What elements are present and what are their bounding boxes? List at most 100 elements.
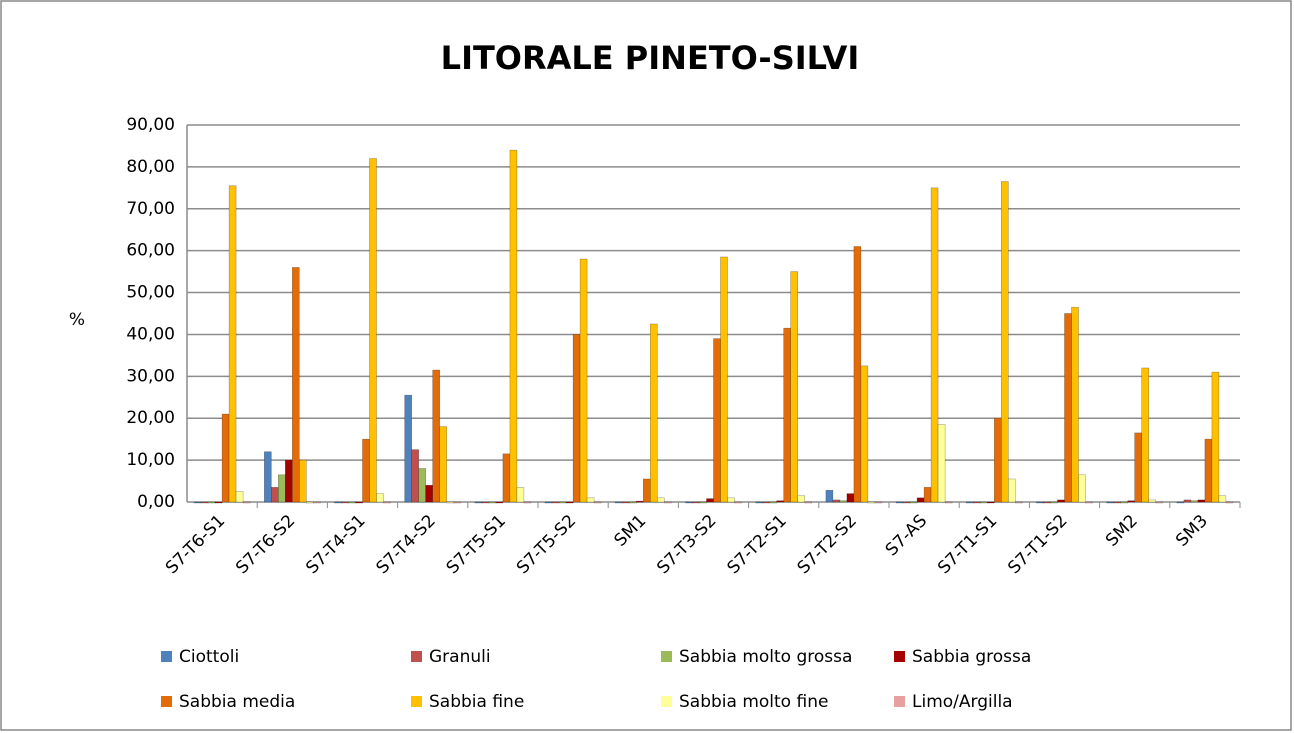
bar [193,501,202,504]
bar [404,394,413,503]
bar [720,256,728,503]
bar [1064,313,1072,503]
bar [544,501,553,504]
bar [986,501,995,504]
bar [965,501,974,504]
bar [699,501,707,504]
y-tick-label: 20,00 [126,408,175,428]
bar [558,501,567,504]
bar [930,187,939,503]
legend-label: Limo/Argilla [912,692,1013,712]
bar [642,478,651,503]
bar [383,501,391,504]
bar [839,500,848,503]
bar [263,451,272,503]
bar [418,468,427,503]
bar [369,158,377,503]
bar [348,501,356,504]
bar [909,501,918,504]
bar [1204,438,1213,503]
bar [200,501,209,504]
bar [277,474,286,503]
bar [214,501,223,504]
bar [1155,501,1163,504]
bar [755,501,764,504]
bar [523,501,532,504]
bar [516,487,525,503]
bar [502,453,511,503]
bar [804,501,813,504]
bar [291,267,300,503]
bar [734,501,742,504]
bar [923,487,932,503]
bar [1036,501,1044,504]
bar [769,501,778,504]
bar [334,501,342,504]
y-tick-label: 50,00 [126,283,175,303]
y-tick-label: 60,00 [126,241,175,261]
bar [902,501,911,504]
legend-label: Sabbia media [179,692,295,712]
bar [727,497,735,503]
bar [572,334,581,503]
bar [242,501,251,504]
bar [832,499,841,503]
bar [235,491,244,503]
bar [1127,500,1135,503]
bar [1078,474,1086,503]
bar [207,501,216,504]
bar [355,501,363,504]
bar [1211,371,1220,503]
legend-swatch [894,651,905,662]
bar [635,500,644,503]
bar [706,498,714,503]
bar [937,424,946,503]
legend-swatch [411,696,422,707]
y-tick-label: 90,00 [126,115,175,135]
bar [1007,478,1016,503]
legend-label: Sabbia grossa [912,647,1031,667]
y-axis-label: % [69,310,85,330]
bar [1218,495,1227,503]
bar [972,501,981,504]
bar [783,327,792,503]
bar [867,501,876,504]
y-tick-label: 80,00 [126,157,175,177]
bar [825,489,834,503]
bar [446,501,455,504]
bar [481,501,490,504]
bar [1043,501,1051,504]
bar [495,501,504,504]
bar [692,501,700,504]
bar [1113,501,1121,504]
y-tick-label: 0,00 [137,492,175,512]
bar [1176,501,1185,504]
bar [1071,306,1079,503]
bar [284,459,293,503]
y-tick-label: 70,00 [126,199,175,219]
bar [1050,501,1058,504]
bar [312,501,321,504]
bar [860,365,869,503]
bar [916,497,925,503]
bar [1183,499,1192,503]
legend-swatch [161,651,172,662]
bar [1014,501,1023,504]
bar [1120,501,1128,504]
bar [685,501,693,504]
bar [362,438,370,503]
legend-label: Granuli [429,647,491,667]
bar [488,501,497,504]
bar [846,493,855,503]
bar [453,501,462,504]
bar [1141,367,1149,503]
bar [1197,499,1206,503]
bar [579,258,588,503]
bar [1106,501,1114,504]
bar [376,493,384,503]
bar [874,501,883,504]
bar [565,501,574,504]
bar [474,501,483,504]
